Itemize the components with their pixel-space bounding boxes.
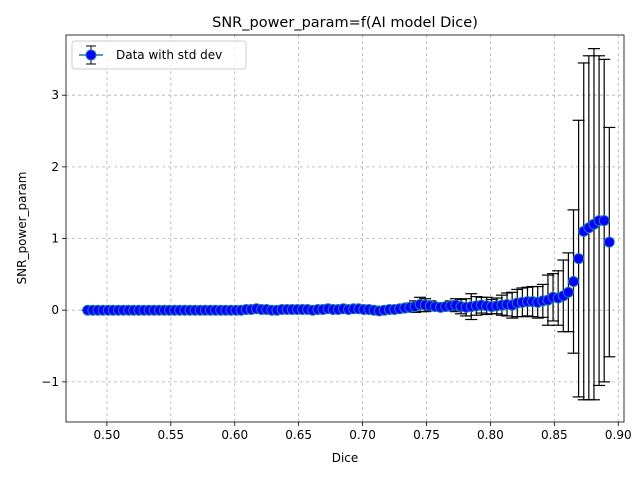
legend-marker-icon [85,49,97,61]
y-tick-label: 3 [51,88,59,102]
data-point [598,215,610,227]
x-tick-label: 0.90 [605,428,632,442]
x-tick-label: 0.55 [157,428,184,442]
y-axis-ticks: −1 0 1 2 3 [41,88,66,389]
x-tick-label: 0.75 [413,428,440,442]
chart-title: SNR_power_param=f(AI model Dice) [212,15,478,31]
legend: Data with std dev [71,40,247,70]
legend-label: Data with std dev [116,48,222,62]
data-point [568,276,580,288]
x-tick-label: 0.65 [285,428,312,442]
y-tick-label: 0 [51,303,59,317]
x-tick-label: 0.70 [349,428,376,442]
y-tick-label: 2 [51,160,59,174]
x-axis-ticks: 0.50 0.55 0.60 0.65 0.70 0.75 0.80 0.85 0.90 [94,422,632,442]
data-point [573,253,585,265]
x-tick-label: 0.80 [477,428,504,442]
x-tick-label: 0.50 [94,428,121,442]
legend-box [71,40,247,70]
x-tick-label: 0.60 [221,428,248,442]
y-tick-label: 1 [51,232,59,246]
data-points [82,215,615,317]
y-tick-label: −1 [41,375,59,389]
y-axis-title: SNR_power_param [15,172,29,285]
plot-frame [65,34,625,423]
x-axis-title: Dice [332,451,359,465]
data-point [603,236,615,248]
data-point [562,286,574,298]
x-tick-label: 0.85 [541,428,568,442]
